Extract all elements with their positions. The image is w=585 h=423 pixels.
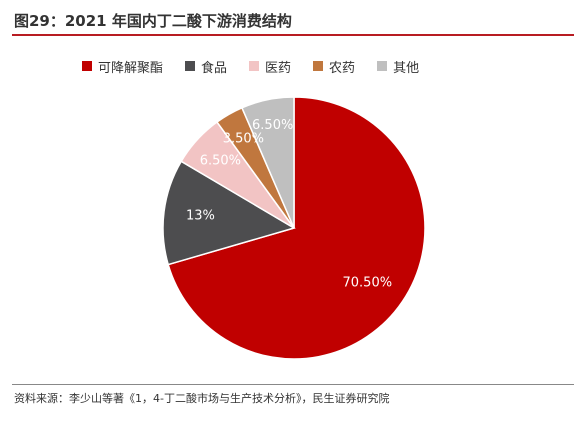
title-divider [12, 34, 574, 36]
footer-divider [12, 384, 574, 385]
data-label-other: 6.50% [252, 118, 293, 133]
pie-chart: 70.50%13%6.50%3.50%6.50% [162, 96, 426, 360]
legend-label: 农药 [329, 60, 356, 76]
legend-item-other: 其他 [377, 57, 419, 76]
pie-slice-other [240, 96, 295, 229]
data-label-medicine: 6.50% [200, 154, 241, 169]
pie-slice-biodegradable-polyester [167, 96, 426, 360]
data-label-biodegradable-polyester: 70.50% [343, 276, 393, 291]
data-label-food: 13% [186, 209, 215, 224]
legend-swatch [313, 61, 324, 71]
legend-item-food: 食品 [185, 57, 227, 76]
legend-swatch [185, 61, 196, 71]
legend-item-medicine: 医药 [249, 57, 291, 76]
legend-swatch [249, 61, 260, 71]
legend-item-pesticide: 农药 [313, 57, 355, 76]
legend-swatch [377, 61, 388, 71]
data-label-pesticide: 3.50% [223, 132, 264, 147]
legend-label: 可降解聚酯 [98, 60, 164, 76]
chart-legend: 可降解聚酯 食品 医药 农药 其他 [82, 57, 419, 76]
legend-item-biodegradable-polyester: 可降解聚酯 [82, 57, 163, 76]
legend-label: 其他 [393, 60, 420, 76]
chart-title: 图29：2021 年国内丁二酸下游消费结构 [14, 12, 292, 30]
legend-swatch [82, 61, 92, 71]
pie-slice-food [162, 160, 296, 266]
legend-label: 食品 [201, 60, 228, 76]
source-note: 资料来源：李少山等著《1，4-丁二酸市场与生产技术分析》，民生证券研究院 [14, 392, 390, 405]
legend-label: 医药 [265, 60, 292, 76]
